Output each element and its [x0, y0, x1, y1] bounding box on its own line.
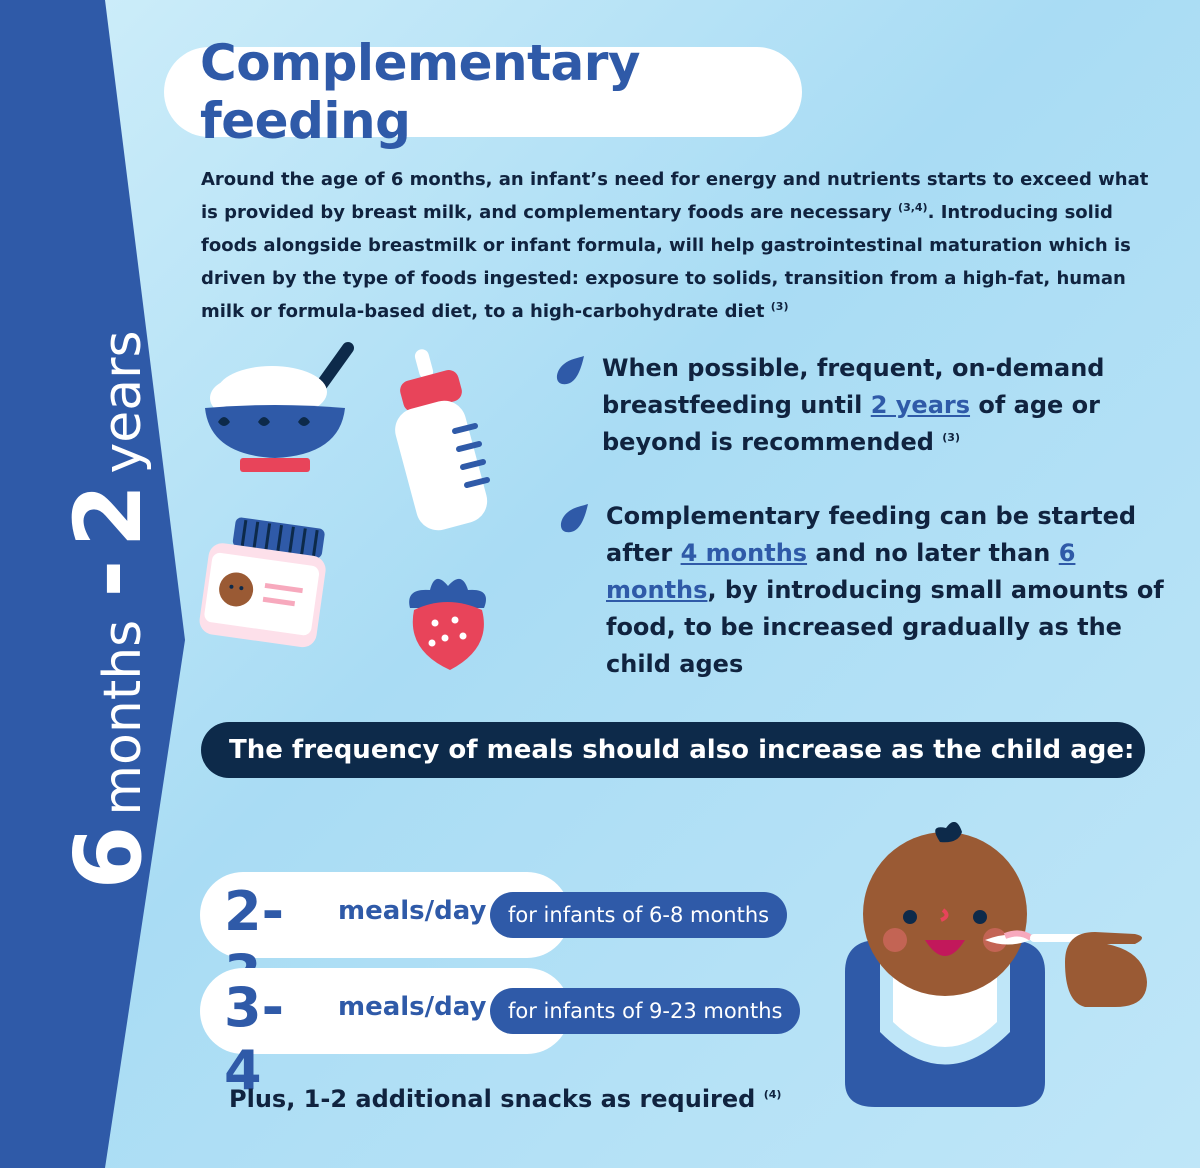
meal-count: 3-4 [224, 976, 284, 1102]
bullet-2-text-post: , by introducing small amounts of food, … [606, 576, 1164, 678]
age-range-dash: - [55, 559, 162, 598]
frequency-heading: The frequency of meals should also incre… [229, 735, 1135, 765]
baby-food-jar-icon [199, 517, 326, 648]
strawberry-icon [409, 578, 486, 670]
intro-text-1: Around the age of 6 months, an infant’s … [201, 169, 1149, 223]
age-from-unit: months [93, 619, 153, 816]
meal-unit: meals/day [338, 992, 487, 1022]
bullet-2-text-pre: Complementary feeding can be started aft… [606, 502, 1137, 567]
bullet-complementary: Complementary feeding can be started aft… [560, 498, 1166, 683]
bullet-2-text-mid: and no later than [807, 539, 1059, 567]
title-pill: Complementary feeding [164, 34, 802, 150]
intro-paragraph: Around the age of 6 months, an infant’s … [201, 163, 1161, 328]
page-title: Complementary feeding [200, 34, 640, 150]
baby-bottle-icon [395, 349, 490, 531]
droplet-bullet-icon [556, 356, 584, 385]
frequency-heading-bar: The frequency of meals should also incre… [201, 722, 1145, 778]
age-to-number: 2 [55, 483, 162, 548]
bullet-1-highlight: 2 years [870, 391, 971, 419]
meal-age-tag: for infants of 6-8 months [490, 892, 788, 938]
meal-age-tag: for infants of 9-23 months [490, 988, 801, 1034]
sidebar-shape [0, 0, 185, 1168]
snacks-note: Plus, 1-2 additional snacks as required … [229, 1085, 781, 1113]
bullet-2-highlight-1: 4 months [680, 539, 808, 567]
intro-text-2: . Introducing solid foods alongside brea… [201, 202, 1131, 322]
age-range-label: 6 months - 2 years [55, 165, 162, 1045]
bowl-icon [205, 342, 354, 472]
bullet-1-text-post: of age or beyond is recommended [602, 391, 1101, 456]
bullet-1-ref: (3) [942, 431, 960, 444]
bullet-breastfeeding: When possible, frequent, on-demand breas… [556, 350, 1122, 461]
droplet-bullet-icon [560, 504, 588, 533]
age-sidebar: 6 months - 2 years [0, 0, 185, 1168]
age-from-number: 6 [55, 825, 162, 890]
bullet-2-highlight-2: 6 months [606, 539, 1076, 604]
meal-unit: meals/day [338, 896, 487, 926]
baby-eating-icon [845, 822, 1147, 1107]
snacks-text: Plus, 1-2 additional snacks as required [229, 1085, 764, 1113]
bullet-1-text-pre: When possible, frequent, on-demand breas… [602, 354, 1105, 419]
intro-ref-2: (3) [770, 300, 789, 313]
age-to-unit: years [93, 330, 153, 474]
snacks-ref: (4) [763, 1088, 782, 1101]
intro-ref-1: (3,4) [898, 201, 928, 214]
